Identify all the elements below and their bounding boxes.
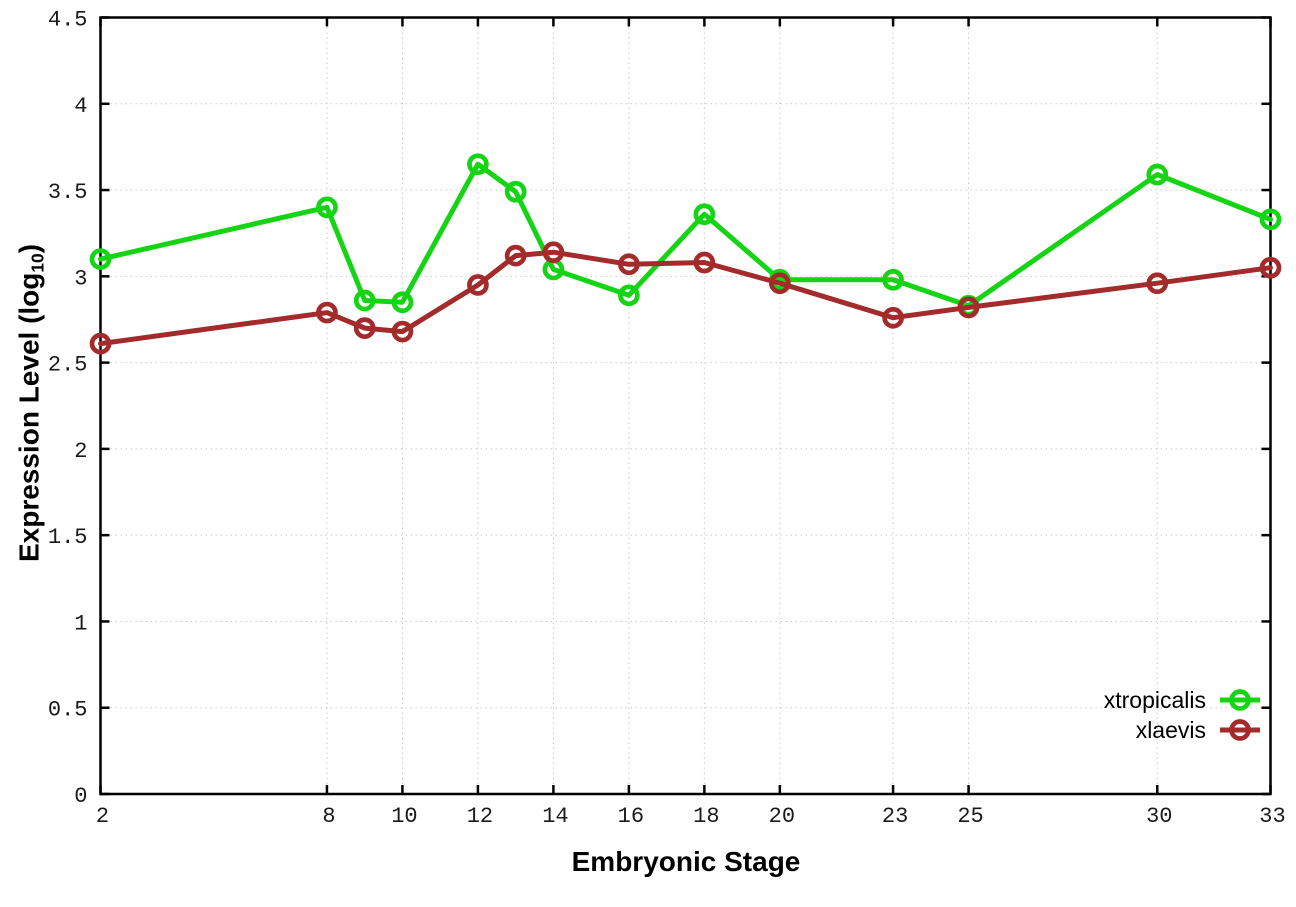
data-point-xtropicalis (693, 203, 716, 226)
data-point-xtropicalis (1259, 208, 1282, 231)
y-tick-label: 0.5 (48, 698, 88, 723)
data-point-xlaevis (542, 241, 565, 264)
y-tick-label: 2 (74, 439, 87, 464)
y-axis-title-text: Expression Level (log (13, 272, 45, 563)
legend-label-xlaevis: xlaevis (1135, 716, 1206, 743)
data-point-xlaevis (467, 274, 489, 296)
data-point-xlaevis (957, 296, 980, 319)
legend-item-xlaevis: xlaevis (1104, 715, 1262, 745)
x-axis-title: Embryonic Stage (571, 846, 801, 877)
data-point-xlaevis (353, 317, 376, 339)
y-tick-label: 4 (74, 94, 87, 119)
y-tick-label: 3.5 (48, 180, 88, 205)
data-point-xlaevis (618, 253, 640, 276)
y-axis-title: Expression Level (log10) (13, 244, 48, 562)
x-tick-label: 12 (467, 804, 493, 829)
x-tick-label: 18 (693, 804, 719, 829)
x-tick-label: 25 (957, 804, 983, 829)
data-point-xtropicalis (467, 153, 489, 176)
data-point-xlaevis (89, 332, 112, 355)
y-tick-label: 4.5 (48, 8, 88, 33)
series-line-xtropicalis (98, 161, 1273, 309)
x-tick-label: 10 (391, 804, 417, 829)
legend-sample-ring (1229, 689, 1251, 711)
data-point-xlaevis (1146, 272, 1169, 295)
x-tick-label: 16 (618, 804, 644, 829)
data-point-xtropicalis (882, 268, 904, 291)
x-tick-label: 2 (96, 804, 109, 829)
y-tick-label: 1.5 (48, 525, 88, 550)
data-point-xtropicalis (89, 248, 112, 270)
plot-border (99, 16, 1272, 796)
legend: xtropicalis xlaevis (1104, 685, 1262, 745)
y-tick-label: 2.5 (48, 353, 88, 378)
x-tick-label: 23 (882, 804, 908, 829)
y-tick-label: 3 (74, 266, 87, 291)
data-point-xtropicalis (353, 289, 376, 312)
legend-item-xtropicalis: xtropicalis (1104, 685, 1262, 715)
x-tick-label: 8 (322, 804, 335, 829)
series-line-xlaevis (98, 249, 1273, 347)
x-tick-label: 33 (1259, 804, 1285, 829)
y-tick-label: 0 (74, 784, 87, 809)
y-axis-title-subscript: 10 (27, 253, 48, 273)
data-point-xlaevis (316, 301, 338, 324)
data-point-xlaevis (391, 320, 414, 343)
data-point-xlaevis (693, 251, 716, 274)
data-point-xlaevis (882, 306, 904, 329)
x-tick-label: 14 (542, 804, 568, 829)
data-point-xtropicalis (1146, 163, 1169, 186)
y-tick-label: 1 (74, 611, 87, 636)
data-point-xtropicalis (618, 284, 640, 307)
data-point-xtropicalis (316, 196, 338, 219)
legend-marker-xtropicalis-icon (1220, 689, 1260, 711)
data-point-xlaevis (1259, 256, 1282, 279)
y-axis-title-close: ) (13, 243, 45, 254)
legend-label-xtropicalis: xtropicalis (1103, 686, 1206, 713)
x-tick-label: 20 (769, 804, 795, 829)
legend-sample-ring (1229, 719, 1251, 741)
x-tick-label: 30 (1146, 804, 1172, 829)
data-point-xtropicalis (504, 180, 527, 203)
data-point-xlaevis (504, 244, 527, 267)
data-point-xtropicalis (391, 291, 414, 314)
data-point-xlaevis (769, 272, 791, 295)
legend-marker-xlaevis-icon (1220, 719, 1260, 741)
